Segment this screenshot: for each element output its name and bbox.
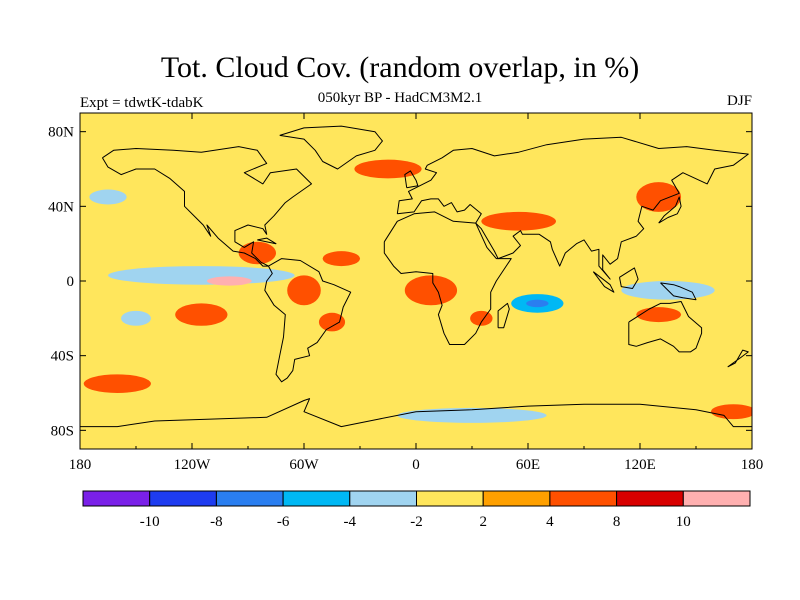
x-tick-label: 60E (516, 457, 540, 473)
anomaly-patch-north-atlantic-plus (354, 159, 422, 179)
x-tick-label: 0 (412, 457, 420, 473)
colorbar-swatch (416, 490, 484, 507)
colorbar-label: 10 (676, 514, 691, 530)
anomaly-patch-south-pacific-minus (121, 310, 151, 326)
coastline-north-america (101, 146, 312, 267)
anomaly-patch-south-america-plus (318, 312, 346, 332)
colorbar: -10 -8 -6 -4 -2 2 4 8 10 (82, 490, 751, 530)
anomaly-patch-southern-africa-plus (470, 310, 493, 326)
colorbar-swatch (215, 490, 284, 507)
colorbar-label: -4 (344, 514, 357, 530)
anomaly-patch-south-pacific-plus (175, 303, 228, 326)
anomaly-patch-amazon-plus (287, 275, 321, 306)
coastline-antarctica (80, 398, 752, 428)
colorbar-swatch (616, 490, 684, 507)
colorbar-label: -6 (277, 514, 290, 530)
colorbar-swatch (82, 490, 151, 507)
season-label: DJF (726, 93, 752, 109)
anomaly-patch-tibet-minus (559, 234, 627, 254)
colorbar-swatch (149, 490, 217, 507)
coastline-australia (628, 301, 703, 353)
colorbar-swatch (482, 490, 551, 507)
anomaly-patch-southern-ocean-minus (397, 407, 547, 423)
coastline-madagascar (497, 302, 510, 329)
coastline-new-guinea (660, 282, 697, 301)
anomaly-patch-east-asia-plus (636, 182, 682, 212)
anomaly-patch-australia-plus (636, 307, 682, 323)
coastline-borneo (619, 267, 639, 289)
colorbar-label: -10 (140, 514, 160, 530)
y-tick-label: 80S (51, 423, 74, 439)
chart-title: Tot. Cloud Cov. (random overlap, in %) (160, 51, 640, 84)
anomaly-patch-west-africa-plus (404, 275, 458, 306)
coastline-japan (658, 196, 682, 224)
anomaly-patch-north-america-minus (216, 172, 262, 196)
anomaly-patch-southern-ocean-west-plus (83, 374, 151, 393)
y-tick-label: 0 (67, 274, 75, 290)
anomaly-patch-north-pacific-minus (89, 189, 127, 205)
anomaly-patch-atlantic-tropical-plus (322, 251, 361, 267)
coastline-caribbean (257, 237, 277, 245)
anomaly-patch-indian-ocean-strong-minus (526, 299, 549, 308)
chart-subtitle: 050kyr BP - HadCM3M2.1 (317, 90, 483, 106)
colorbar-swatch (282, 490, 351, 507)
anomaly-patch-southern-ocean-east-plus (710, 404, 752, 420)
colorbar-swatch (549, 490, 618, 507)
colorbar-label: 4 (546, 514, 554, 530)
colorbar-label: -8 (210, 514, 223, 530)
x-tick-label: 60W (289, 457, 319, 473)
coastline-sumatra (592, 271, 615, 293)
coastline-africa (383, 211, 512, 345)
coastline-south-america (264, 258, 352, 383)
coastline-eurasia (396, 136, 749, 280)
x-tick-label: 120E (624, 457, 656, 473)
colorbar-swatch (349, 490, 417, 507)
colorbar-label: 2 (479, 514, 487, 530)
colorbar-label: 8 (613, 514, 621, 530)
coastline-greenland (279, 125, 383, 170)
anomaly-patch-north-pacific-tropical-minus (89, 234, 239, 261)
x-tick-label: 180 (69, 457, 92, 473)
coastline-uk (404, 170, 419, 189)
y-tick-label: 40N (48, 199, 74, 215)
experiment-label: Expt = tdwtK-tdabK (80, 95, 204, 111)
map-axes: 180 120W 60W 0 60E 120E 180 80N 40N 0 40S 80S (48, 113, 763, 473)
colorbar-label: -2 (410, 514, 423, 530)
colorbar-swatch (682, 490, 751, 507)
anomaly-patch-central-america-plus (238, 241, 276, 265)
y-tick-label: 80N (48, 125, 74, 141)
y-tick-label: 40S (51, 349, 74, 365)
x-tick-label: 180 (741, 457, 764, 473)
anomaly-patch-arabia-plus (481, 211, 556, 231)
x-tick-label: 120W (174, 457, 212, 473)
map-plot-area (80, 113, 752, 449)
anomaly-patch-east-pacific-strong-plus (206, 276, 252, 286)
coastlines (80, 125, 752, 428)
coastline-new-zealand (727, 349, 749, 368)
